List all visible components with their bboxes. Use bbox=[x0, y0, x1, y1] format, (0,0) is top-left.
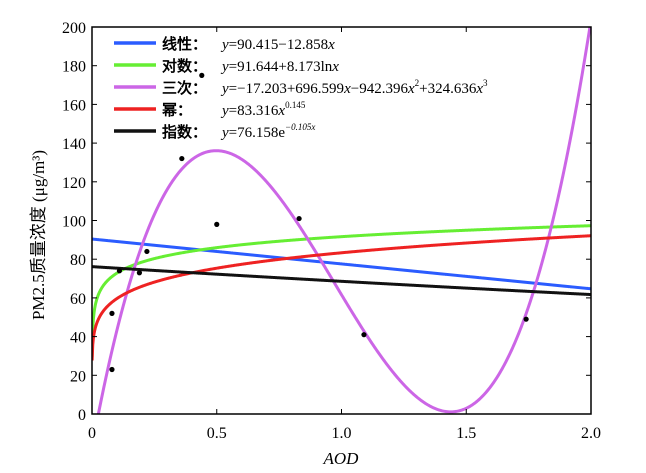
data-point-7 bbox=[214, 221, 220, 227]
legend-label-exp: 指数： bbox=[162, 123, 207, 141]
data-point-3 bbox=[136, 270, 143, 276]
legend-label-linear: 线性： bbox=[162, 35, 207, 53]
plot-background bbox=[92, 27, 591, 414]
legend-label-power: 幂： bbox=[161, 101, 192, 119]
legend: 线性： y=90.415−12.858x 对数： y=91.644+8.173lnx 三… bbox=[114, 35, 488, 141]
y-tick-label-3: 60 bbox=[70, 291, 86, 308]
legend-equation-power: y=83.316x0.145 bbox=[220, 100, 306, 119]
curve-power bbox=[92, 234, 591, 361]
data-point-1 bbox=[109, 310, 115, 316]
curve-linear bbox=[92, 237, 591, 291]
y-tick-label-10: 200 bbox=[62, 20, 86, 37]
data-point-0 bbox=[109, 366, 115, 373]
y-tick-label-5: 100 bbox=[62, 214, 86, 231]
x-tick-label-4: 2.0 bbox=[581, 425, 601, 442]
axis-ticks: 0 0.5 1.0 1.5 2.0 0 20 40 60 80 100 120 140 160 180 200 bbox=[62, 20, 601, 442]
x-tick-label-2: 1.0 bbox=[332, 425, 352, 442]
y-tick-label-4: 80 bbox=[70, 252, 86, 269]
legend-equation-log: y=91.644+8.173lnx bbox=[220, 59, 339, 75]
y-tick-label-7: 140 bbox=[62, 136, 86, 153]
y-tick-label-6: 120 bbox=[62, 175, 86, 192]
y-tick-label-9: 180 bbox=[62, 59, 86, 76]
data-point-10 bbox=[523, 316, 529, 322]
legend-equation-exp: y=76.158e−0.105x bbox=[220, 122, 315, 141]
curve-cubic bbox=[96, 27, 591, 414]
curve-log bbox=[92, 224, 591, 357]
y-tick-label-8: 160 bbox=[62, 97, 86, 114]
data-point-2 bbox=[116, 268, 123, 274]
y-tick-label-1: 20 bbox=[70, 368, 86, 385]
data-point-9 bbox=[361, 332, 367, 338]
legend-equation-cubic: y=−17.203+696.599x−942.396x2+324.636x3 bbox=[220, 78, 488, 97]
data-point-5 bbox=[179, 155, 185, 162]
data-point-8 bbox=[296, 215, 302, 222]
legend-label-cubic: 三次： bbox=[162, 79, 207, 97]
y-tick-label-2: 40 bbox=[70, 330, 86, 347]
x-tick-label-1: 0.5 bbox=[207, 425, 227, 442]
legend-equation-linear: y=90.415−12.858x bbox=[220, 37, 335, 53]
curve-exp bbox=[92, 265, 591, 297]
plot-frame bbox=[91, 26, 592, 415]
fit-curves bbox=[92, 27, 591, 414]
data-point-4 bbox=[144, 248, 150, 255]
data-point-6 bbox=[199, 72, 205, 78]
x-axis-label: AOD bbox=[323, 449, 360, 468]
scatter-points bbox=[109, 72, 529, 373]
y-axis-label: PM2.5质量浓度 (μg/m³) bbox=[29, 150, 48, 320]
y-tick-label-0: 0 bbox=[78, 407, 86, 424]
x-tick-label-3: 1.5 bbox=[456, 425, 476, 442]
legend-label-log: 对数： bbox=[162, 57, 207, 75]
x-tick-label-0: 0 bbox=[88, 425, 96, 442]
